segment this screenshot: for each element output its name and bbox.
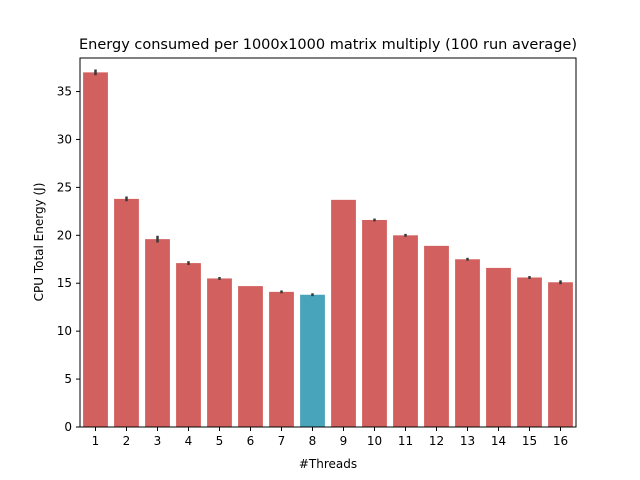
bar-threads-2 — [114, 198, 139, 427]
y-tick-label: 10 — [57, 324, 72, 338]
x-tick-label: 2 — [123, 434, 131, 448]
x-tick-label: 11 — [398, 434, 413, 448]
y-axis-title: CPU Total Energy (J) — [32, 183, 46, 302]
x-tick-label: 14 — [491, 434, 506, 448]
x-tick-label: 8 — [309, 434, 317, 448]
y-tick-label: 0 — [64, 420, 72, 434]
bar-threads-15 — [517, 277, 542, 427]
x-tick-label: 10 — [367, 434, 382, 448]
error-bars-group — [94, 69, 562, 297]
bars-group — [83, 72, 573, 428]
bar-threads-1 — [83, 72, 108, 428]
x-tick-label: 12 — [429, 434, 444, 448]
x-tick-label: 7 — [278, 434, 286, 448]
x-tick-label: 4 — [185, 434, 193, 448]
bar-threads-3 — [145, 239, 170, 427]
bar-threads-4 — [176, 263, 201, 427]
bar-threads-10 — [362, 219, 387, 427]
x-tick-label: 1 — [92, 434, 100, 448]
x-tick-label: 9 — [340, 434, 348, 448]
bar-threads-5 — [207, 278, 232, 427]
x-axis-ticks: 1 2 3 4 5 6 7 8 9 10 11 12 13 14 15 16 — [92, 427, 568, 448]
y-tick-label: 20 — [57, 228, 72, 242]
y-axis-ticks: 0 5 10 15 20 25 30 35 — [57, 85, 80, 434]
x-tick-label: 16 — [553, 434, 568, 448]
y-tick-label: 30 — [57, 132, 72, 146]
bar-threads-14 — [486, 267, 511, 427]
x-tick-label: 5 — [216, 434, 224, 448]
bar-threads-6 — [238, 286, 263, 427]
x-axis-title: #Threads — [299, 457, 357, 471]
y-tick-label: 35 — [57, 85, 72, 99]
x-tick-label: 3 — [154, 434, 162, 448]
bar-threads-12 — [424, 245, 449, 427]
bar-threads-13 — [455, 259, 480, 427]
y-tick-label: 25 — [57, 180, 72, 194]
x-tick-label: 13 — [460, 434, 475, 448]
plot-frame — [79, 57, 577, 428]
y-tick-label: 5 — [64, 372, 72, 386]
x-tick-label: 6 — [247, 434, 255, 448]
y-tick-label: 15 — [57, 276, 72, 290]
chart-title: Energy consumed per 1000x1000 matrix mul… — [79, 37, 577, 53]
bar-threads-11 — [393, 235, 418, 427]
x-tick-label: 15 — [522, 434, 537, 448]
bar-threads-16 — [548, 282, 573, 427]
bar-threads-7 — [269, 291, 294, 427]
bar-threads-8 — [300, 294, 325, 427]
bar-threads-9 — [331, 199, 356, 427]
